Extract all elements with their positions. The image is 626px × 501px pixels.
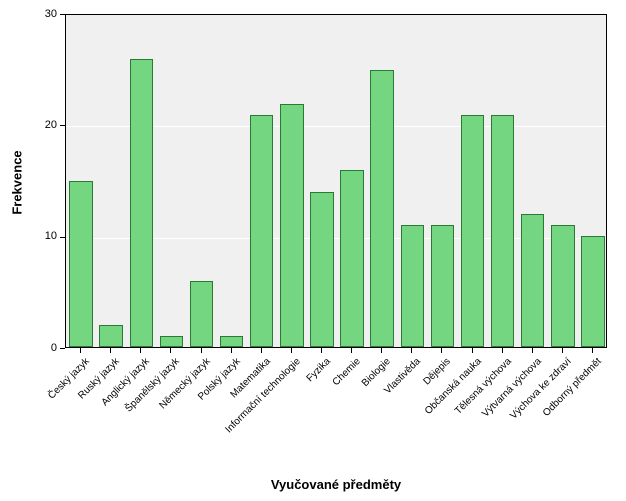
y-tick-label: 10 bbox=[27, 230, 57, 242]
x-tick-label: Chemie bbox=[331, 356, 363, 388]
y-tick-mark bbox=[60, 237, 65, 238]
chart-container: Frekvence Vyučované předměty 0102030Česk… bbox=[0, 0, 626, 501]
x-tick-mark bbox=[261, 348, 262, 353]
bar bbox=[280, 104, 303, 347]
x-tick-mark bbox=[532, 348, 533, 353]
y-tick-mark bbox=[60, 125, 65, 126]
bar bbox=[581, 236, 604, 347]
y-tick-label: 0 bbox=[27, 342, 57, 354]
x-tick-mark bbox=[411, 348, 412, 353]
x-tick-label: Odborný předmět bbox=[541, 356, 604, 419]
bar bbox=[190, 281, 213, 347]
x-tick-mark bbox=[201, 348, 202, 353]
x-tick-label: Fyzika bbox=[304, 356, 332, 384]
x-axis-title: Vyučované předměty bbox=[65, 477, 607, 492]
bar bbox=[551, 225, 574, 347]
x-tick-mark bbox=[562, 348, 563, 353]
x-tick-mark bbox=[110, 348, 111, 353]
x-tick-label: Španělský jazyk bbox=[124, 356, 182, 414]
x-tick-mark bbox=[592, 348, 593, 353]
bar bbox=[461, 115, 484, 347]
bar bbox=[431, 225, 454, 347]
bar bbox=[250, 115, 273, 347]
y-tick-label: 20 bbox=[27, 119, 57, 131]
bar bbox=[310, 192, 333, 347]
x-tick-mark bbox=[231, 348, 232, 353]
x-tick-mark bbox=[472, 348, 473, 353]
bar bbox=[340, 170, 363, 347]
bar bbox=[521, 214, 544, 347]
x-tick-mark bbox=[80, 348, 81, 353]
bar bbox=[220, 336, 243, 347]
bar bbox=[99, 325, 122, 347]
bar bbox=[160, 336, 183, 347]
plot-area bbox=[65, 14, 607, 348]
x-tick-mark bbox=[291, 348, 292, 353]
x-tick-mark bbox=[502, 348, 503, 353]
bar bbox=[370, 70, 393, 347]
bar bbox=[491, 115, 514, 347]
y-tick-mark bbox=[60, 348, 65, 349]
y-tick-label: 30 bbox=[27, 8, 57, 20]
x-tick-mark bbox=[381, 348, 382, 353]
y-axis-title: Frekvence bbox=[10, 15, 25, 349]
x-tick-mark bbox=[321, 348, 322, 353]
x-tick-mark bbox=[140, 348, 141, 353]
x-tick-mark bbox=[170, 348, 171, 353]
bar bbox=[401, 225, 424, 347]
bar bbox=[69, 181, 92, 347]
y-tick-mark bbox=[60, 14, 65, 15]
x-tick-mark bbox=[351, 348, 352, 353]
bar bbox=[130, 59, 153, 347]
x-tick-mark bbox=[441, 348, 442, 353]
